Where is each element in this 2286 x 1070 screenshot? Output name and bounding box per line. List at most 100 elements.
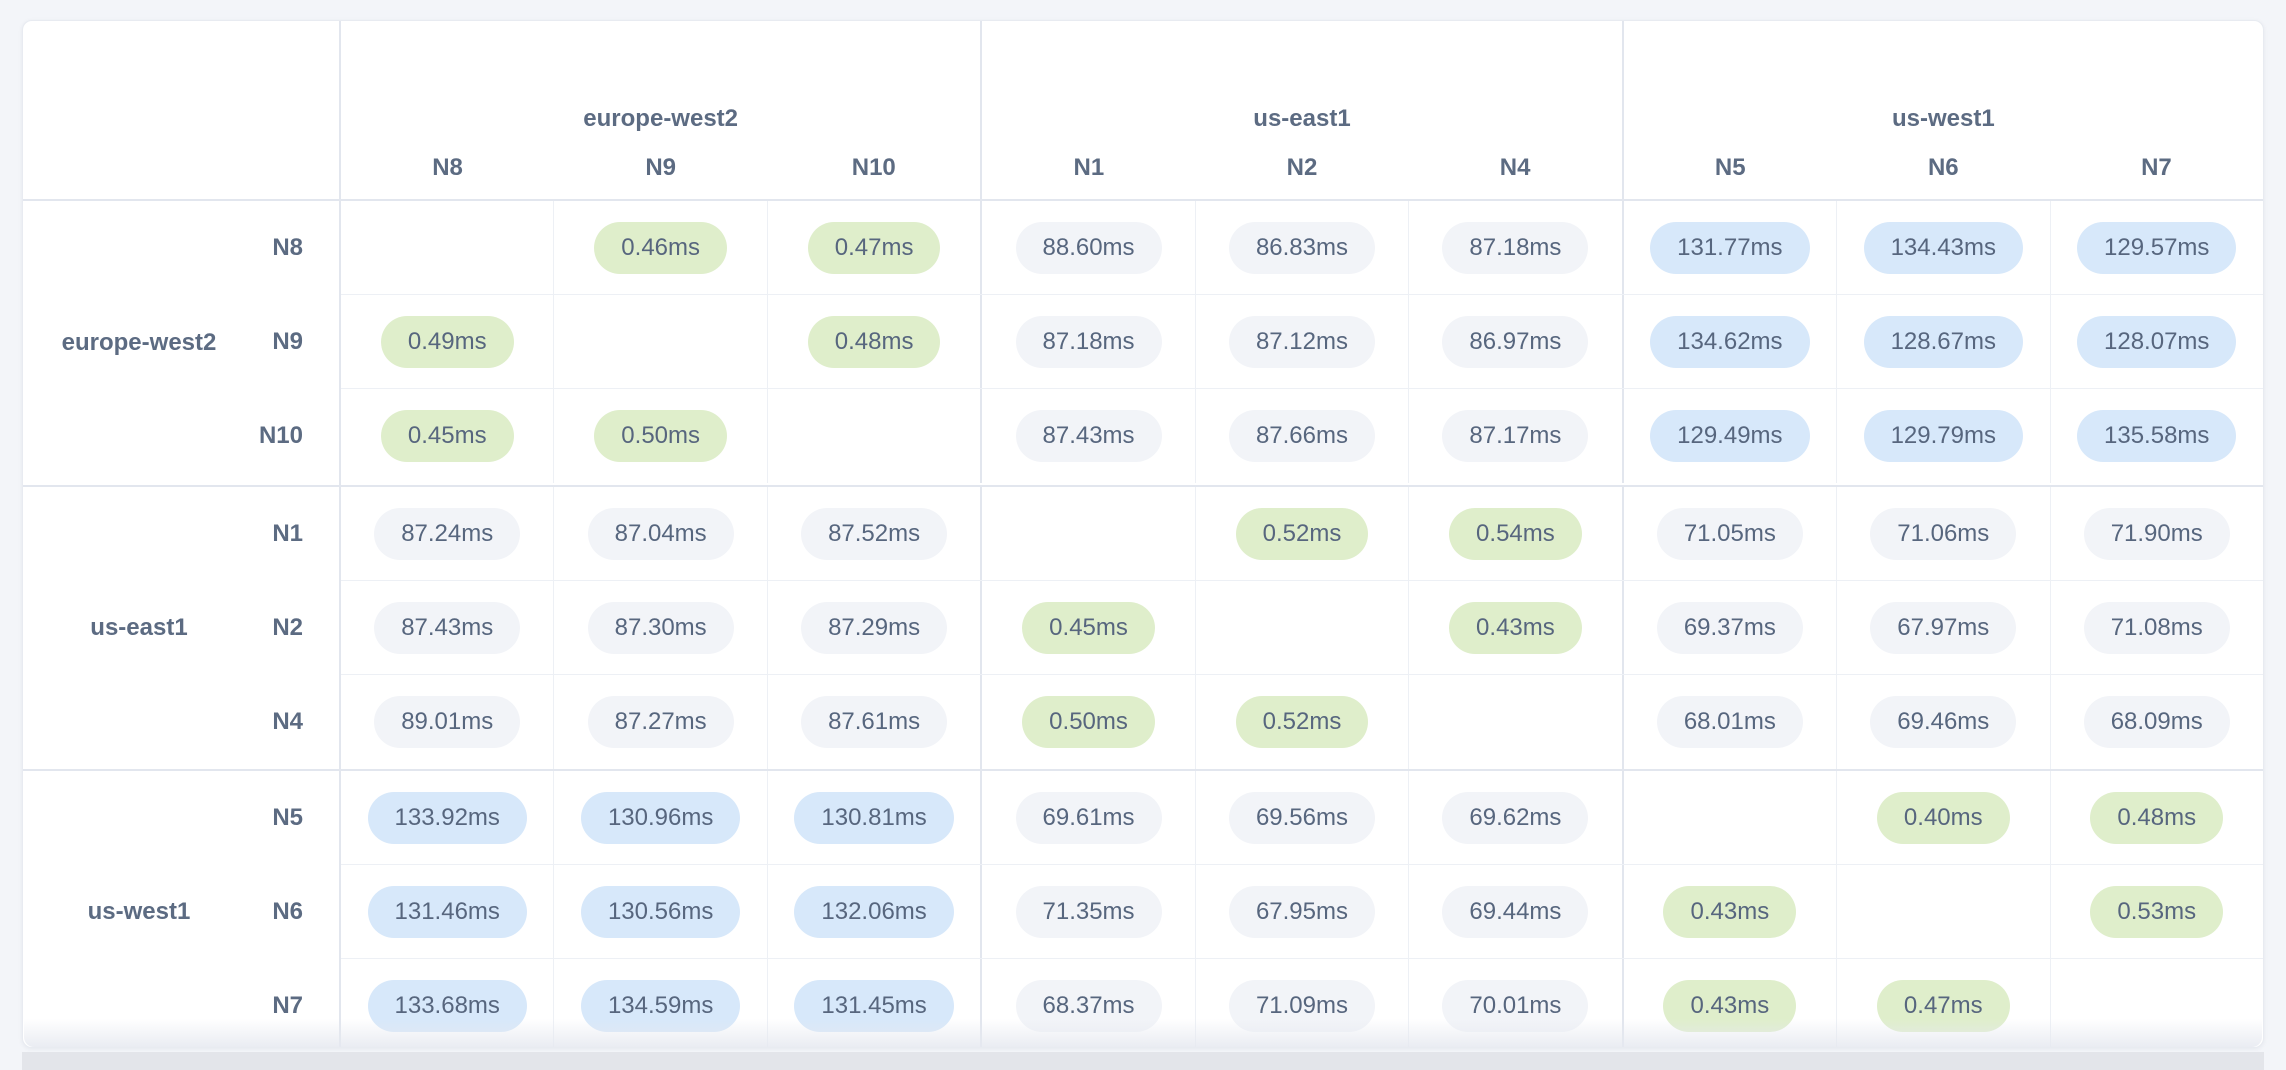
latency-value-pill[interactable]: 0.50ms: [1022, 696, 1155, 748]
table-row-N4: 89.01ms 87.27ms 87.61ms 0.50ms 0.52ms 68.01ms…: [341, 675, 2263, 769]
latency-cell: [980, 487, 1194, 580]
latency-value-pill[interactable]: 69.56ms: [1228, 791, 1375, 844]
latency-value-pill[interactable]: 133.92ms: [367, 791, 527, 844]
latency-cell: 87.52ms: [766, 487, 980, 580]
latency-value-pill[interactable]: 128.67ms: [1863, 315, 2023, 368]
latency-value-pill[interactable]: 132.06ms: [794, 885, 954, 938]
latency-value-pill[interactable]: 87.61ms: [801, 696, 948, 748]
latency-cell: [2049, 959, 2263, 1047]
latency-value-pill[interactable]: 0.45ms: [380, 410, 514, 462]
latency-value-pill[interactable]: 71.06ms: [1870, 507, 2017, 560]
latency-value-pill[interactable]: 131.45ms: [794, 980, 954, 1032]
latency-value-pill[interactable]: 0.48ms: [807, 315, 941, 368]
latency-value-pill[interactable]: 130.81ms: [794, 791, 954, 844]
latency-value-pill[interactable]: 87.24ms: [374, 507, 521, 560]
matrix-header-groups: europe-west2 N8 N9 N10 us-east1 N1 N2 N4 us-west…: [341, 21, 2263, 199]
latency-value-pill[interactable]: 70.01ms: [1442, 980, 1589, 1032]
latency-value-pill[interactable]: 0.49ms: [380, 315, 514, 368]
latency-value-pill[interactable]: 0.54ms: [1449, 507, 1582, 560]
table-row-N9: 0.49ms 0.48ms 87.18ms 87.12ms 86.97ms 134.62m…: [341, 295, 2263, 389]
latency-value-pill[interactable]: 67.95ms: [1228, 885, 1375, 938]
latency-value-pill[interactable]: 0.43ms: [1663, 885, 1797, 938]
latency-value-pill[interactable]: 89.01ms: [374, 696, 521, 748]
bottom-scroll-bar[interactable]: [22, 1052, 2264, 1070]
latency-value-pill[interactable]: 130.56ms: [580, 885, 741, 938]
latency-value-pill[interactable]: 87.52ms: [801, 507, 948, 560]
latency-value-pill[interactable]: 0.48ms: [2090, 791, 2224, 844]
latency-value-pill[interactable]: 71.08ms: [2083, 601, 2230, 654]
latency-value-pill[interactable]: 69.44ms: [1442, 885, 1589, 938]
header-corner-spacer: [23, 21, 341, 199]
latency-value-pill[interactable]: 87.30ms: [587, 601, 734, 654]
latency-value-pill[interactable]: 68.37ms: [1015, 980, 1162, 1032]
latency-value-pill[interactable]: 0.52ms: [1235, 696, 1369, 748]
latency-value-pill[interactable]: 129.79ms: [1863, 410, 2023, 462]
matrix-body: europe-west2 N8 N9 N10 0.46ms 0.47ms 88.60ms 86…: [23, 201, 2263, 1047]
latency-cell: 69.61ms: [980, 771, 1194, 864]
latency-value-pill[interactable]: 87.17ms: [1442, 410, 1589, 462]
latency-value-pill[interactable]: 87.27ms: [587, 696, 734, 748]
latency-value-pill[interactable]: 71.05ms: [1656, 507, 1803, 560]
latency-value-pill[interactable]: 0.50ms: [594, 410, 727, 462]
latency-cell: 0.43ms: [1408, 581, 1621, 674]
latency-value-pill[interactable]: 69.37ms: [1656, 601, 1803, 654]
latency-value-pill[interactable]: 86.83ms: [1228, 221, 1375, 274]
latency-value-pill[interactable]: 0.43ms: [1663, 980, 1797, 1032]
latency-cell: 87.18ms: [980, 295, 1194, 388]
latency-value-pill[interactable]: 87.04ms: [587, 507, 734, 560]
latency-value-pill[interactable]: 87.43ms: [1015, 410, 1162, 462]
latency-value-pill[interactable]: 0.40ms: [1876, 791, 2010, 844]
row-label-column: us-east1 N1 N2 N4: [23, 487, 341, 769]
column-node-label: N5: [1714, 154, 1746, 181]
latency-value-pill[interactable]: 128.07ms: [2077, 315, 2237, 368]
latency-value-pill[interactable]: 86.97ms: [1442, 315, 1589, 368]
latency-value-pill[interactable]: 0.47ms: [1876, 980, 2010, 1032]
row-label-column: europe-west2 N8 N9 N10: [23, 201, 341, 485]
row-node-label: N4: [272, 708, 303, 735]
latency-value-pill[interactable]: 88.60ms: [1015, 221, 1162, 274]
latency-cell: 71.90ms: [2049, 487, 2263, 580]
row-group-us-east1: us-east1 N1 N2 N4 87.24ms 87.04ms 87.52ms 0.52m…: [23, 485, 2263, 769]
latency-value-pill[interactable]: 129.49ms: [1650, 410, 1810, 462]
latency-value-pill[interactable]: 134.62ms: [1650, 315, 1810, 368]
latency-value-pill[interactable]: 0.53ms: [2090, 885, 2224, 938]
row-region-label: us-east1: [90, 614, 188, 641]
latency-value-pill[interactable]: 87.43ms: [374, 601, 521, 654]
latency-value-pill[interactable]: 0.43ms: [1449, 601, 1582, 654]
latency-value-pill[interactable]: 130.96ms: [580, 791, 741, 844]
latency-value-pill[interactable]: 87.29ms: [801, 601, 948, 654]
latency-value-pill[interactable]: 71.35ms: [1015, 885, 1162, 938]
latency-value-pill[interactable]: 135.58ms: [2077, 410, 2237, 462]
row-node-label: N2: [272, 614, 303, 641]
latency-cell: 0.43ms: [1621, 865, 1836, 958]
latency-value-pill[interactable]: 0.45ms: [1022, 601, 1155, 654]
latency-value-pill[interactable]: 0.52ms: [1235, 507, 1369, 560]
latency-value-pill[interactable]: 131.46ms: [367, 885, 527, 938]
latency-cell: 129.49ms: [1621, 389, 1836, 483]
row-region-label: europe-west2: [61, 329, 217, 356]
latency-value-pill[interactable]: 68.09ms: [2083, 696, 2230, 748]
latency-value-pill[interactable]: 69.46ms: [1870, 696, 2017, 748]
latency-value-pill[interactable]: 87.18ms: [1442, 221, 1589, 274]
column-group-us-west1: us-west1 N5 N6 N7: [1621, 21, 2263, 199]
latency-value-pill[interactable]: 87.18ms: [1015, 315, 1162, 368]
latency-value-pill[interactable]: 87.12ms: [1228, 315, 1375, 368]
latency-value-pill[interactable]: 69.61ms: [1015, 791, 1162, 844]
latency-cell: 71.05ms: [1621, 487, 1836, 580]
data-rows: 0.46ms 0.47ms 88.60ms 86.83ms 87.18ms 131.77m…: [341, 201, 2263, 485]
latency-value-pill[interactable]: 69.62ms: [1442, 791, 1589, 844]
latency-value-pill[interactable]: 129.57ms: [2077, 221, 2237, 274]
latency-value-pill[interactable]: 68.01ms: [1656, 696, 1803, 748]
latency-value-pill[interactable]: 133.68ms: [367, 980, 527, 1032]
latency-value-pill[interactable]: 87.66ms: [1228, 410, 1375, 462]
latency-value-pill[interactable]: 134.59ms: [580, 980, 741, 1032]
latency-value-pill[interactable]: 131.77ms: [1650, 221, 1810, 274]
table-row-N7: 133.68ms 134.59ms 131.45ms 68.37ms 71.09ms 70…: [341, 959, 2263, 1047]
latency-value-pill[interactable]: 134.43ms: [1863, 221, 2023, 274]
latency-value-pill[interactable]: 71.09ms: [1228, 980, 1375, 1032]
latency-value-pill[interactable]: 0.46ms: [594, 221, 727, 274]
latency-value-pill[interactable]: 67.97ms: [1870, 601, 2017, 654]
latency-value-pill[interactable]: 71.90ms: [2083, 507, 2230, 560]
latency-value-pill[interactable]: 0.47ms: [807, 221, 941, 274]
row-node-label: N5: [272, 804, 303, 831]
